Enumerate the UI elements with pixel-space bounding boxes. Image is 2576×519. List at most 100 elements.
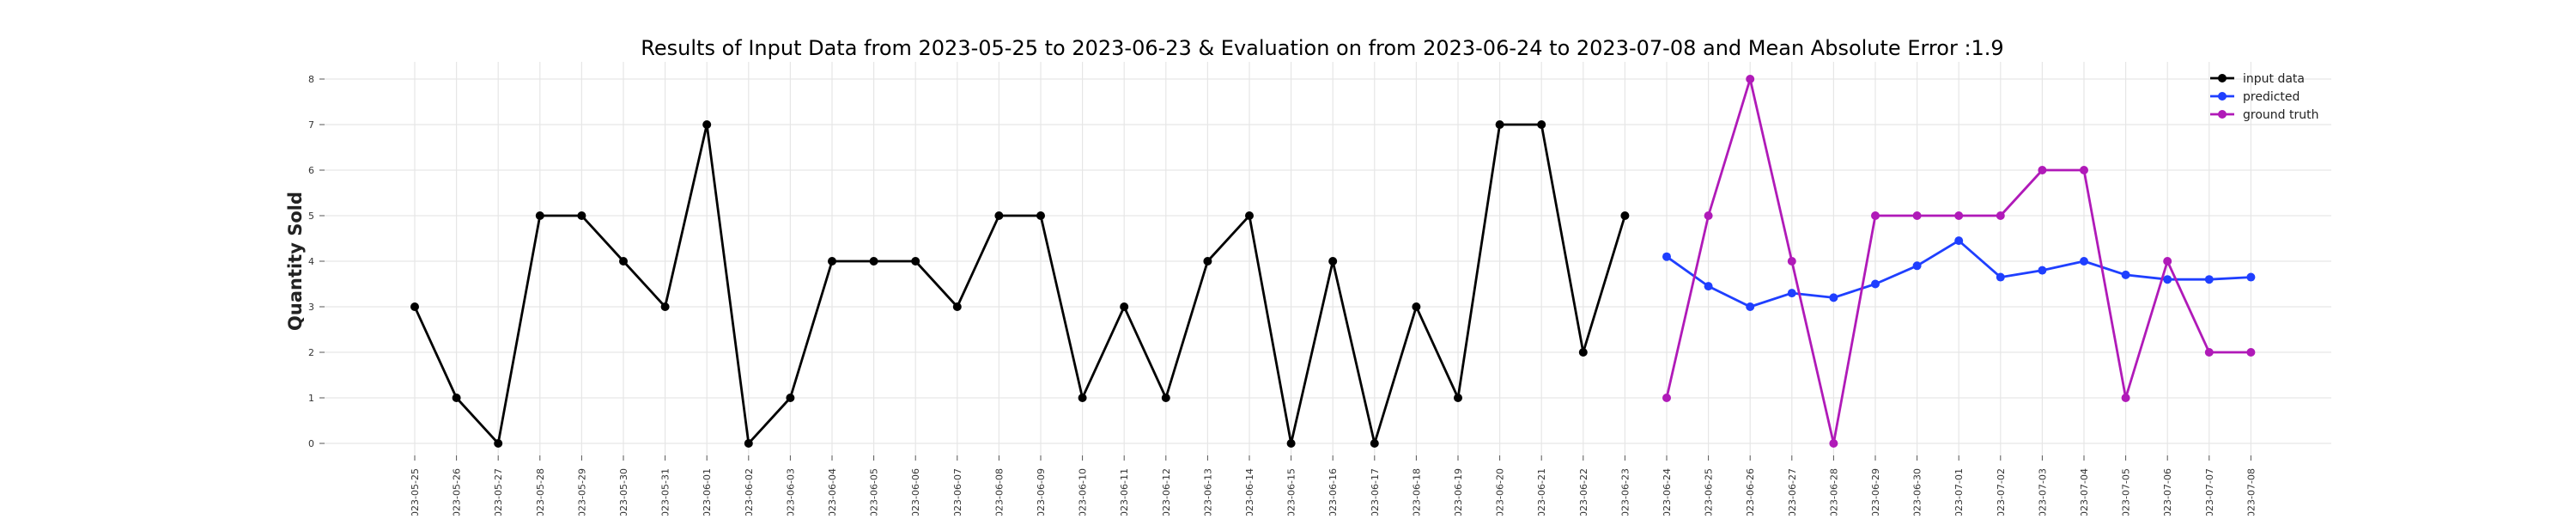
data-point — [1912, 211, 1922, 220]
y-tick-label: 1 — [308, 393, 314, 404]
data-point — [911, 257, 920, 266]
data-point — [828, 257, 836, 266]
data-point — [744, 439, 753, 448]
series-lines — [410, 75, 2256, 448]
x-tick-label: 2023-06-08 — [993, 468, 1005, 516]
x-tick-label: 2023-06-22 — [1578, 468, 1589, 516]
data-point — [1328, 257, 1338, 266]
legend-label: predicted — [2243, 90, 2300, 104]
data-point — [1078, 394, 1087, 402]
data-point — [410, 302, 419, 311]
legend-label: ground truth — [2243, 108, 2318, 122]
data-point — [1036, 211, 1045, 220]
x-tick-label: 2023-06-18 — [1411, 468, 1422, 516]
x-tick-label: 2023-06-19 — [1453, 468, 1464, 516]
x-tick-label: 2023-06-24 — [1662, 468, 1673, 516]
chart-title: Results of Input Data from 2023-05-25 to… — [641, 36, 2003, 60]
data-point — [2080, 166, 2088, 174]
data-point — [1746, 302, 1755, 311]
x-tick-label: 2023-06-07 — [952, 468, 963, 516]
x-tick-label: 2023-05-31 — [660, 468, 671, 516]
x-tick-label: 2023-06-13 — [1202, 468, 1213, 516]
x-tick-label: 2023-06-23 — [1619, 468, 1631, 516]
data-point — [1996, 211, 2005, 220]
data-point — [1245, 211, 1254, 220]
data-point — [2121, 270, 2130, 279]
data-point — [1912, 261, 1922, 271]
data-point — [2204, 275, 2214, 284]
x-tick-label: 2023-06-28 — [1828, 468, 1839, 516]
y-tick-label: 0 — [308, 438, 314, 449]
x-tick-label: 2023-07-03 — [2037, 468, 2048, 516]
x-tick-label: 2023-05-30 — [618, 468, 629, 516]
data-point — [1537, 120, 1546, 129]
data-point — [2038, 166, 2047, 174]
y-tick-label: 4 — [308, 256, 314, 267]
y-tick-label: 2 — [308, 347, 314, 358]
data-point — [1704, 211, 1713, 220]
data-point — [1620, 211, 1630, 220]
data-point — [619, 257, 628, 266]
x-tick-label: 2023-07-01 — [1953, 468, 1965, 516]
data-point — [1746, 75, 1755, 83]
data-point — [2246, 348, 2256, 357]
x-tick-label: 2023-06-17 — [1370, 468, 1381, 516]
x-tick-label: 2023-06-16 — [1327, 468, 1339, 516]
x-tick-label: 2023-05-26 — [452, 468, 463, 516]
y-tick-label: 7 — [308, 119, 314, 131]
legend-label: input data — [2243, 72, 2305, 86]
x-tick-label: 2023-06-02 — [744, 468, 755, 516]
y-tick-label: 8 — [308, 74, 314, 85]
data-point — [494, 439, 503, 448]
y-tick-label: 5 — [308, 211, 314, 222]
data-point — [1412, 302, 1421, 311]
data-point — [869, 257, 878, 266]
data-point — [535, 211, 544, 220]
x-tick-label: 2023-06-10 — [1078, 468, 1089, 516]
data-point — [1120, 302, 1129, 311]
data-point — [1704, 282, 1713, 291]
x-tick-label: 2023-05-28 — [535, 468, 546, 516]
data-point — [994, 211, 1004, 220]
data-point — [702, 120, 712, 129]
axis-ticks: 0 1 2 3 4 5 6 7 8 2023-05-25 2023-05-26 2023-05-27 2… — [308, 74, 2257, 519]
data-point — [1578, 348, 1588, 357]
data-point — [1996, 272, 2005, 282]
x-tick-label: 2023-07-08 — [2245, 468, 2257, 516]
data-point — [577, 211, 586, 220]
series-line-input-data — [413, 123, 1626, 445]
x-tick-label: 2023-06-09 — [1036, 468, 1047, 516]
data-point — [2163, 257, 2172, 266]
x-tick-label: 2023-06-04 — [827, 468, 838, 516]
data-point — [1203, 257, 1212, 266]
data-point — [660, 302, 670, 311]
data-point — [1871, 211, 1880, 220]
x-tick-label: 2023-06-14 — [1244, 468, 1255, 516]
data-point — [2163, 275, 2172, 284]
legend-swatch-marker — [2218, 74, 2227, 82]
data-point — [1954, 236, 1964, 246]
data-point — [1787, 257, 1796, 266]
legend: input data predicted ground truth — [2210, 72, 2318, 122]
y-tick-label: 6 — [308, 165, 314, 176]
data-point — [2038, 266, 2047, 275]
x-tick-label: 2023-06-11 — [1119, 468, 1130, 516]
legend-swatch-marker — [2218, 92, 2227, 101]
data-point — [786, 394, 795, 402]
data-point — [1829, 439, 1838, 448]
data-point — [2121, 394, 2130, 402]
grid-lines — [325, 62, 2331, 455]
data-point — [1662, 394, 1671, 402]
x-tick-label: 2023-06-03 — [785, 468, 796, 516]
data-point — [1954, 211, 1964, 220]
x-tick-label: 2023-06-30 — [1912, 468, 1923, 516]
x-tick-label: 2023-06-01 — [702, 468, 713, 516]
x-tick-label: 2023-07-04 — [2079, 468, 2090, 516]
data-point — [1495, 120, 1504, 129]
data-point — [2080, 257, 2088, 266]
x-tick-label: 2023-06-20 — [1495, 468, 1506, 516]
data-point — [1370, 439, 1379, 448]
data-point — [1829, 293, 1838, 302]
x-tick-label: 2023-05-27 — [493, 468, 504, 516]
